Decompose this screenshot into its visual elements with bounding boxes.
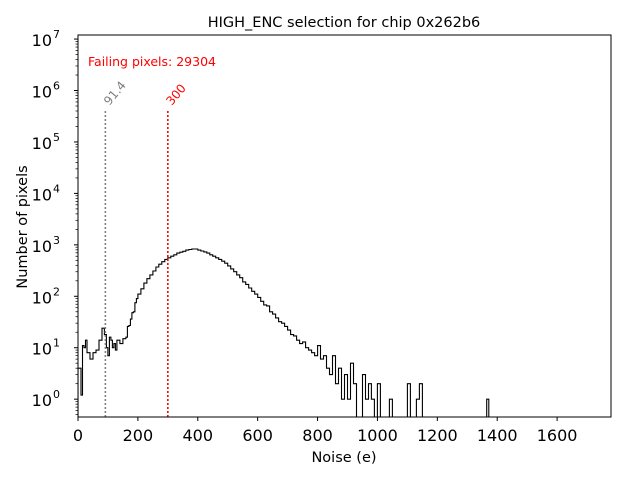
- x-tick-label: 1400: [477, 426, 518, 445]
- histogram-series: [78, 248, 490, 417]
- y-tick-exponent: 6: [53, 80, 60, 93]
- y-tick-exponent: 4: [53, 182, 60, 195]
- axes-frame: [77, 34, 612, 418]
- y-tick-exponent: 0: [53, 388, 60, 401]
- plot-background: [78, 35, 611, 417]
- y-tick-label: 10: [32, 185, 52, 204]
- chart-title: HIGH_ENC selection for chip 0x262b6: [208, 15, 481, 31]
- x-tick-label: 1600: [537, 426, 578, 445]
- failing-pixels-annotation: Failing pixels: 29304: [88, 54, 216, 69]
- y-tick-exponent: 1: [53, 337, 60, 350]
- y-tick-label: 10: [32, 83, 52, 102]
- chart-text: HIGH_ENC selection for chip 0x262b6 Fail…: [15, 15, 480, 466]
- x-tick-label: 1000: [357, 426, 398, 445]
- y-tick-exponent: 3: [53, 234, 60, 247]
- y-tick-label: 10: [32, 237, 52, 256]
- x-tick-label: 200: [123, 426, 154, 445]
- histogram-step-line: [78, 248, 490, 417]
- plot-area: [78, 35, 611, 417]
- y-tick-exponent: 7: [53, 28, 60, 41]
- x-tick-label: 1200: [417, 426, 458, 445]
- y-tick-label: 10: [32, 134, 52, 153]
- y-tick-label: 10: [32, 391, 52, 410]
- x-tick-label: 0: [73, 426, 83, 445]
- y-tick-exponent: 2: [53, 285, 60, 298]
- y-tick-label: 10: [32, 31, 52, 50]
- x-tick-label: 600: [242, 426, 273, 445]
- y-tick-label: 10: [32, 288, 52, 307]
- y-axis-label: Number of pixels: [15, 165, 31, 288]
- y-tick-exponent: 5: [53, 131, 60, 144]
- x-axis-label: Noise (e): [311, 450, 376, 466]
- y-tick-label: 10: [32, 340, 52, 359]
- x-tick-label: 800: [302, 426, 333, 445]
- x-tick-label: 400: [183, 426, 214, 445]
